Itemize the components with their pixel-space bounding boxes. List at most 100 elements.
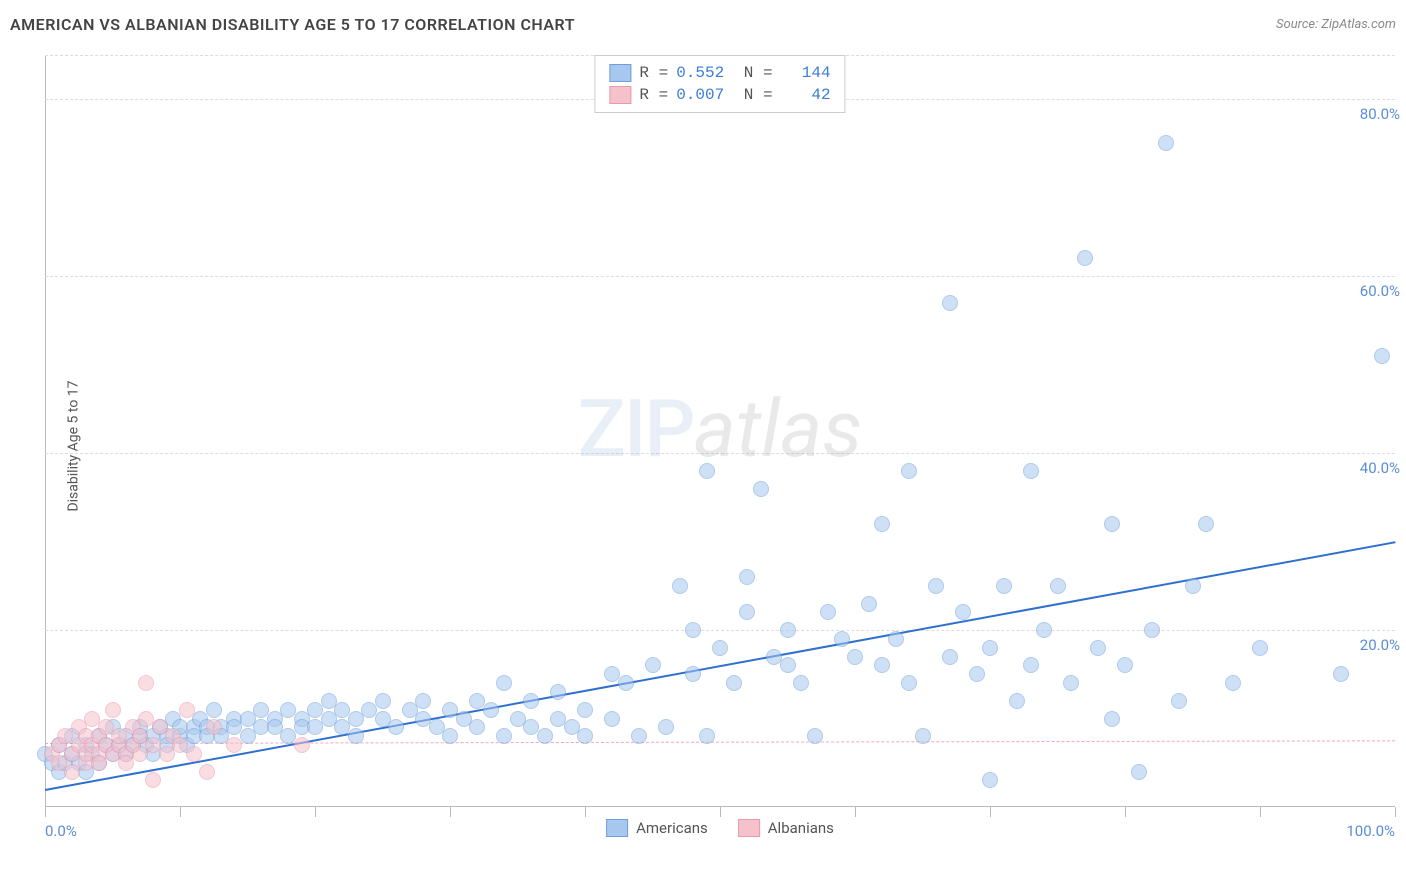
scatter-point (942, 649, 958, 665)
scatter-point (928, 578, 944, 594)
stat-r-label: R = (639, 64, 668, 82)
scatter-point (577, 728, 593, 744)
gridline (45, 453, 1395, 454)
scatter-point (1063, 675, 1079, 691)
scatter-point (982, 772, 998, 788)
scatter-point (915, 728, 931, 744)
scatter-point (874, 657, 890, 673)
scatter-point (145, 772, 161, 788)
scatter-point (179, 702, 195, 718)
scatter-point (138, 675, 154, 691)
scatter-point (1009, 693, 1025, 709)
x-tick (1260, 807, 1261, 817)
scatter-point (294, 737, 310, 753)
scatter-point (888, 631, 904, 647)
scatter-point (348, 728, 364, 744)
scatter-point (780, 622, 796, 638)
stat-r-value: 0.552 (676, 64, 726, 82)
scatter-point (753, 481, 769, 497)
scatter-point (1171, 693, 1187, 709)
scatter-point (847, 649, 863, 665)
series-legend-item: Albanians (738, 819, 834, 837)
scatter-point (1333, 666, 1349, 682)
scatter-point (442, 728, 458, 744)
scatter-point (672, 578, 688, 594)
stat-n-value: 144 (781, 64, 831, 82)
x-tick (45, 807, 46, 817)
x-tick (855, 807, 856, 817)
scatter-point (577, 702, 593, 718)
scatter-point (793, 675, 809, 691)
scatter-point (537, 728, 553, 744)
scatter-point (206, 702, 222, 718)
scatter-point (523, 693, 539, 709)
scatter-point (1023, 463, 1039, 479)
scatter-point (1252, 640, 1268, 656)
scatter-point (658, 719, 674, 735)
scatter-point (1050, 578, 1066, 594)
scatter-point (483, 702, 499, 718)
scatter-point (969, 666, 985, 682)
stats-legend-row: R = 0.552 N = 144 (609, 62, 830, 84)
scatter-point (375, 693, 391, 709)
scatter-point (685, 622, 701, 638)
scatter-point (955, 604, 971, 620)
scatter-point (820, 604, 836, 620)
scatter-point (726, 675, 742, 691)
scatter-point (1117, 657, 1133, 673)
gridline (45, 276, 1395, 277)
scatter-point (942, 295, 958, 311)
scatter-point (1090, 640, 1106, 656)
scatter-point (901, 463, 917, 479)
watermark-atlas: atlas (694, 382, 863, 476)
scatter-point (186, 746, 202, 762)
legend-swatch (609, 86, 631, 104)
scatter-point (861, 596, 877, 612)
x-tick (450, 807, 451, 817)
stat-r-value: 0.007 (676, 86, 726, 104)
stat-n-label: N = (734, 86, 772, 104)
scatter-point (1374, 348, 1390, 364)
y-tick-label: 60.0% (1360, 282, 1400, 300)
scatter-point (388, 719, 404, 735)
scatter-point (604, 711, 620, 727)
gridline (45, 630, 1395, 631)
scatter-point (996, 578, 1012, 594)
chart-title: AMERICAN VS ALBANIAN DISABILITY AGE 5 TO… (10, 15, 575, 34)
scatter-point (739, 604, 755, 620)
y-tick-label: 40.0% (1360, 459, 1400, 477)
x-tick (990, 807, 991, 817)
scatter-point (496, 728, 512, 744)
x-tick-label: 100.0% (1346, 822, 1395, 840)
x-tick (720, 807, 721, 817)
scatter-point (496, 675, 512, 691)
scatter-point (1104, 516, 1120, 532)
scatter-point (645, 657, 661, 673)
stat-n-label: N = (734, 64, 772, 82)
scatter-point (874, 516, 890, 532)
scatter-point (1077, 250, 1093, 266)
scatter-point (807, 728, 823, 744)
series-legend-item: Americans (606, 819, 708, 837)
scatter-point (206, 719, 222, 735)
watermark: ZIPatlas (578, 382, 863, 476)
scatter-point (982, 640, 998, 656)
scatter-point (699, 728, 715, 744)
scatter-point (1158, 135, 1174, 151)
legend-swatch (606, 819, 628, 837)
scatter-point (199, 764, 215, 780)
scatter-point (699, 463, 715, 479)
scatter-point (1198, 516, 1214, 532)
scatter-point (1185, 578, 1201, 594)
x-tick (315, 807, 316, 817)
scatter-point (712, 640, 728, 656)
scatter-point (1023, 657, 1039, 673)
x-tick (1125, 807, 1126, 817)
scatter-point (631, 728, 647, 744)
x-tick (180, 807, 181, 817)
scatter-point (1104, 711, 1120, 727)
scatter-point (618, 675, 634, 691)
stats-legend-row: R =0.007 N =42 (609, 84, 830, 106)
source-label: Source: ZipAtlas.com (1276, 17, 1396, 32)
scatter-point (834, 631, 850, 647)
